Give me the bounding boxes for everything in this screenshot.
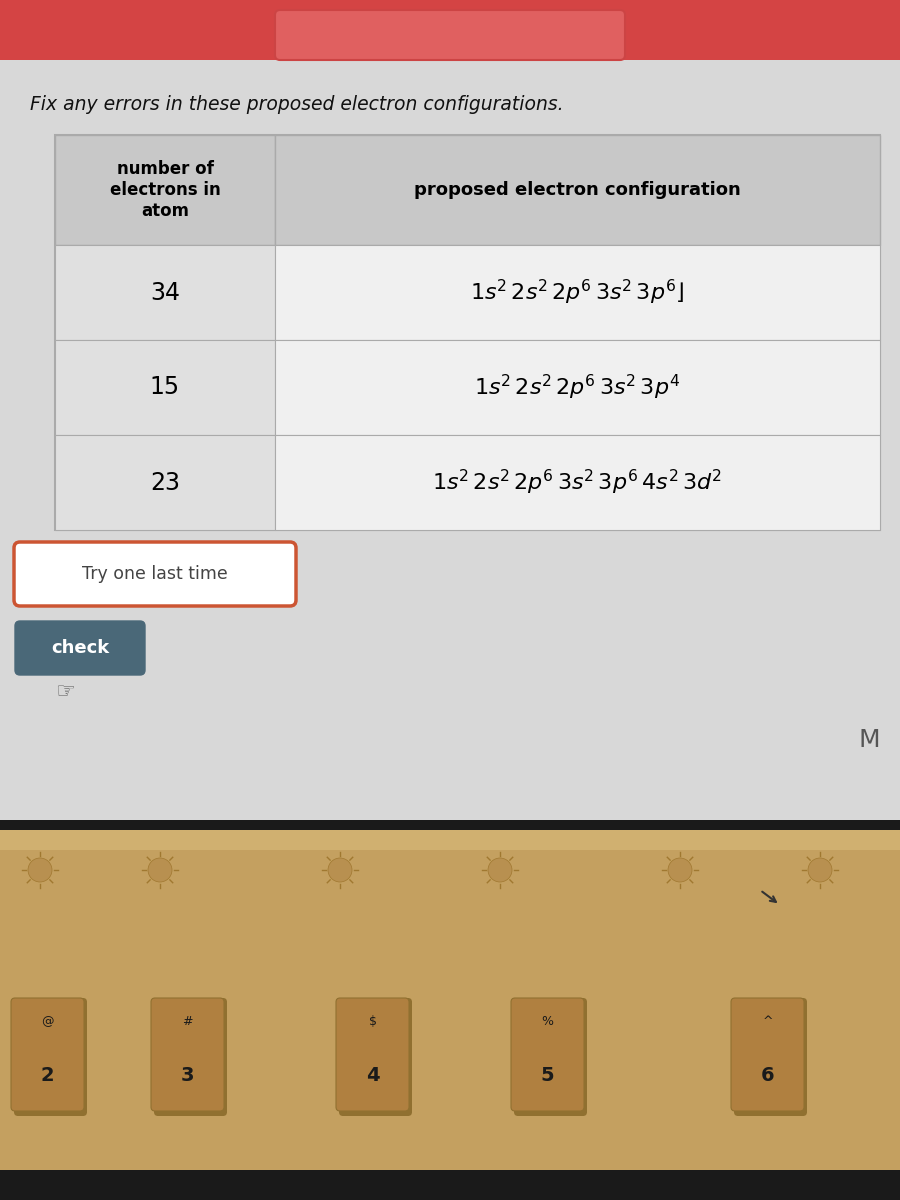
Bar [0, 0, 900, 70]
Circle shape [148, 858, 172, 882]
Text: 4: 4 [365, 1066, 379, 1085]
Bar [275, 134, 880, 245]
Text: %: % [542, 1015, 554, 1028]
FancyBboxPatch shape [11, 998, 84, 1111]
Text: number of
electrons in
atom: number of electrons in atom [110, 160, 220, 220]
Circle shape [488, 858, 512, 882]
Text: 2: 2 [40, 1066, 54, 1085]
Bar [275, 434, 880, 530]
Text: 15: 15 [150, 376, 180, 400]
Circle shape [328, 858, 352, 882]
FancyBboxPatch shape [336, 998, 409, 1111]
FancyBboxPatch shape [275, 10, 625, 60]
FancyBboxPatch shape [151, 998, 224, 1111]
Text: $\mathit{1s}^{2}\,\mathit{2s}^{2}\,\mathit{2p}^{6}\,\mathit{3s}^{2}\,\mathit{3p}: $\mathit{1s}^{2}\,\mathit{2s}^{2}\,\math… [474, 373, 680, 402]
Text: 3: 3 [181, 1066, 194, 1085]
Text: M: M [859, 728, 880, 752]
Text: check: check [51, 638, 109, 658]
Bar [55, 134, 880, 530]
Circle shape [668, 858, 692, 882]
FancyBboxPatch shape [154, 998, 227, 1116]
Text: Try one last time: Try one last time [82, 565, 228, 583]
Bar [275, 245, 880, 340]
Text: 34: 34 [150, 281, 180, 305]
FancyBboxPatch shape [511, 998, 584, 1111]
Text: ☞: ☞ [55, 682, 75, 702]
Text: 5: 5 [541, 1066, 554, 1085]
FancyBboxPatch shape [734, 998, 807, 1116]
Text: #: # [182, 1015, 193, 1028]
Text: $: $ [368, 1015, 376, 1028]
Text: 23: 23 [150, 470, 180, 494]
Bar [0, 820, 900, 1200]
Circle shape [28, 858, 52, 882]
Text: @: @ [41, 1015, 54, 1028]
FancyBboxPatch shape [514, 998, 587, 1116]
Bar [55, 245, 275, 340]
Bar [0, 830, 900, 1170]
Text: 6: 6 [760, 1066, 774, 1085]
Bar [275, 340, 880, 434]
Bar [55, 434, 275, 530]
Bar [55, 340, 275, 434]
FancyBboxPatch shape [339, 998, 412, 1116]
Text: proposed electron configuration: proposed electron configuration [414, 181, 741, 199]
Text: $\mathit{1s}^{2}\,\mathit{2s}^{2}\,\mathit{2p}^{6}\,\mathit{3s}^{2}\,\mathit{3p}: $\mathit{1s}^{2}\,\mathit{2s}^{2}\,\math… [432, 468, 723, 497]
FancyBboxPatch shape [731, 998, 804, 1111]
Circle shape [808, 858, 832, 882]
FancyBboxPatch shape [14, 998, 87, 1116]
Text: ^: ^ [762, 1015, 773, 1028]
FancyBboxPatch shape [15, 622, 145, 674]
Bar [55, 134, 275, 245]
Bar [0, 830, 900, 850]
FancyBboxPatch shape [14, 542, 296, 606]
Text: Fix any errors in these proposed electron configurations.: Fix any errors in these proposed electro… [30, 95, 563, 114]
Text: $\mathit{1s}^{2}\,\mathit{2s}^{2}\,\mathit{2p}^{6}\,\mathit{3s}^{2}\,\mathit{3p}: $\mathit{1s}^{2}\,\mathit{2s}^{2}\,\math… [471, 278, 685, 307]
